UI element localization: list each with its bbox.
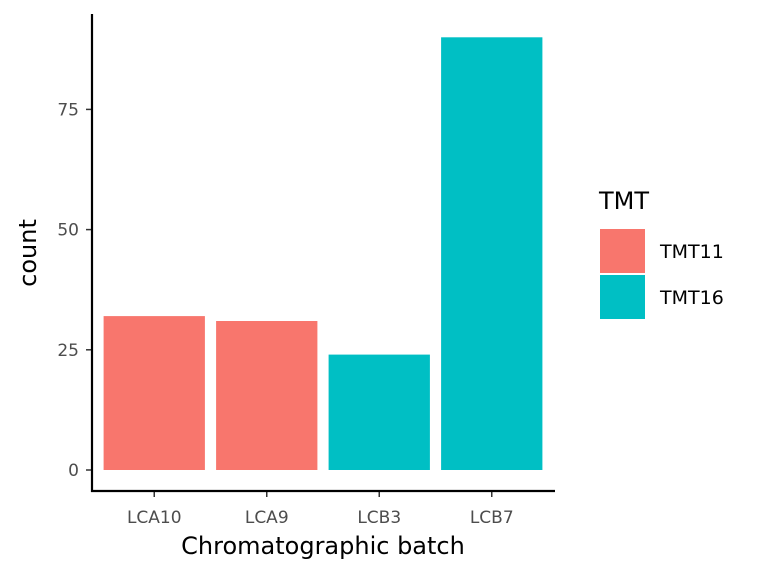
legend-key-tmt16 bbox=[600, 275, 645, 319]
bar-lcb3 bbox=[328, 354, 430, 470]
legend-label-tmt11: TMT11 bbox=[659, 241, 724, 263]
y-tick-label: 0 bbox=[68, 461, 79, 481]
bar-lcb7 bbox=[441, 37, 543, 471]
x-tick-label: LCB3 bbox=[357, 508, 401, 528]
x-tick-label: LCB7 bbox=[470, 508, 514, 528]
legend: TMT TMT11 TMT16 bbox=[598, 187, 724, 319]
legend-key-tmt11 bbox=[600, 229, 645, 273]
legend-label-tmt16: TMT16 bbox=[659, 287, 724, 309]
y-tick-label: 75 bbox=[57, 100, 79, 120]
x-tick-label: LCA10 bbox=[127, 508, 182, 528]
bars-group bbox=[103, 37, 543, 471]
x-axis-title: Chromatographic batch bbox=[181, 532, 465, 560]
x-axis-ticks: LCA10 LCA9 LCB3 LCB7 bbox=[127, 491, 514, 528]
x-tick-label: LCA9 bbox=[245, 508, 289, 528]
bar-lca9 bbox=[216, 321, 318, 470]
y-axis-title: count bbox=[14, 219, 42, 287]
legend-title: TMT bbox=[598, 187, 649, 215]
y-axis-ticks: 0 25 50 75 bbox=[57, 100, 92, 481]
y-tick-label: 25 bbox=[57, 341, 79, 361]
y-tick-label: 50 bbox=[57, 221, 79, 241]
bar-lca10 bbox=[103, 316, 205, 470]
